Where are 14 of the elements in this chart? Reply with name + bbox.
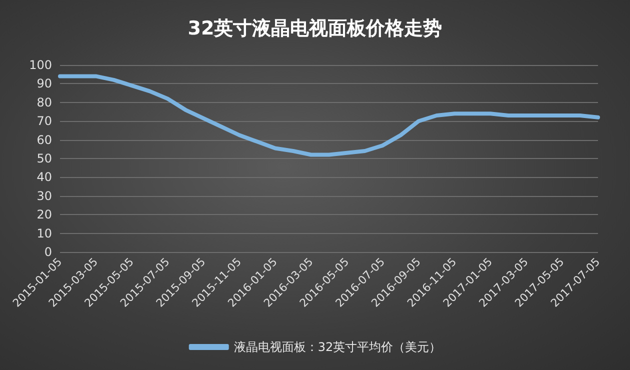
y-tick-label: 100 <box>29 58 52 72</box>
chart-title: 32英寸液晶电视面板价格走势 <box>188 18 442 40</box>
y-tick-label: 20 <box>36 208 52 222</box>
y-tick-label: 90 <box>36 76 52 91</box>
legend-label: 液晶电视面板：32英寸平均价（美元） <box>234 340 442 354</box>
y-tick-label: 40 <box>36 170 52 184</box>
y-tick-label: 10 <box>36 226 52 240</box>
y-tick-label: 30 <box>36 188 52 203</box>
y-tick-label: 80 <box>36 95 52 110</box>
y-tick-label: 60 <box>36 132 52 147</box>
y-tick-label: 50 <box>36 152 52 166</box>
y-tick-label: 0 <box>44 245 52 259</box>
line-series <box>58 74 600 157</box>
y-tick-label: 70 <box>36 114 52 128</box>
